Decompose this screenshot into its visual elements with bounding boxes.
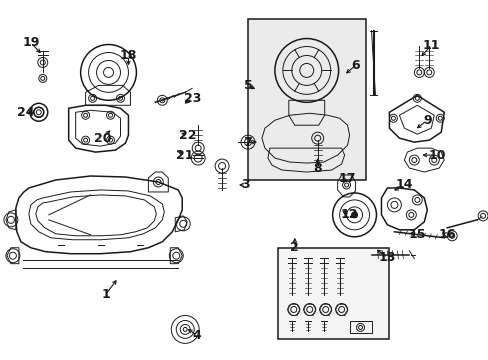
Text: 13: 13 bbox=[378, 251, 395, 264]
Circle shape bbox=[351, 212, 357, 218]
Text: 3: 3 bbox=[241, 179, 250, 192]
Text: 4: 4 bbox=[192, 329, 201, 342]
Text: 1: 1 bbox=[101, 288, 110, 301]
Text: 11: 11 bbox=[422, 39, 439, 52]
Text: 6: 6 bbox=[350, 59, 359, 72]
Text: 16: 16 bbox=[438, 228, 455, 241]
Text: 7: 7 bbox=[243, 136, 252, 149]
Text: 10: 10 bbox=[427, 149, 445, 162]
Text: 14: 14 bbox=[395, 179, 412, 192]
Text: 12: 12 bbox=[340, 208, 358, 221]
Bar bbox=[277, 248, 388, 339]
Text: 9: 9 bbox=[422, 114, 431, 127]
Text: 8: 8 bbox=[313, 162, 322, 175]
Text: 19: 19 bbox=[22, 36, 40, 49]
Text: 5: 5 bbox=[243, 79, 252, 92]
Text: 15: 15 bbox=[408, 228, 425, 241]
Text: 24: 24 bbox=[17, 106, 35, 119]
Text: 17: 17 bbox=[338, 171, 356, 185]
Text: 18: 18 bbox=[120, 49, 137, 62]
Text: 22: 22 bbox=[179, 129, 197, 142]
Bar bbox=[247, 19, 365, 180]
Bar bbox=[349, 321, 371, 333]
Text: 2: 2 bbox=[290, 241, 299, 254]
Text: 21: 21 bbox=[176, 149, 194, 162]
Text: 23: 23 bbox=[183, 92, 201, 105]
Text: 20: 20 bbox=[94, 132, 111, 145]
